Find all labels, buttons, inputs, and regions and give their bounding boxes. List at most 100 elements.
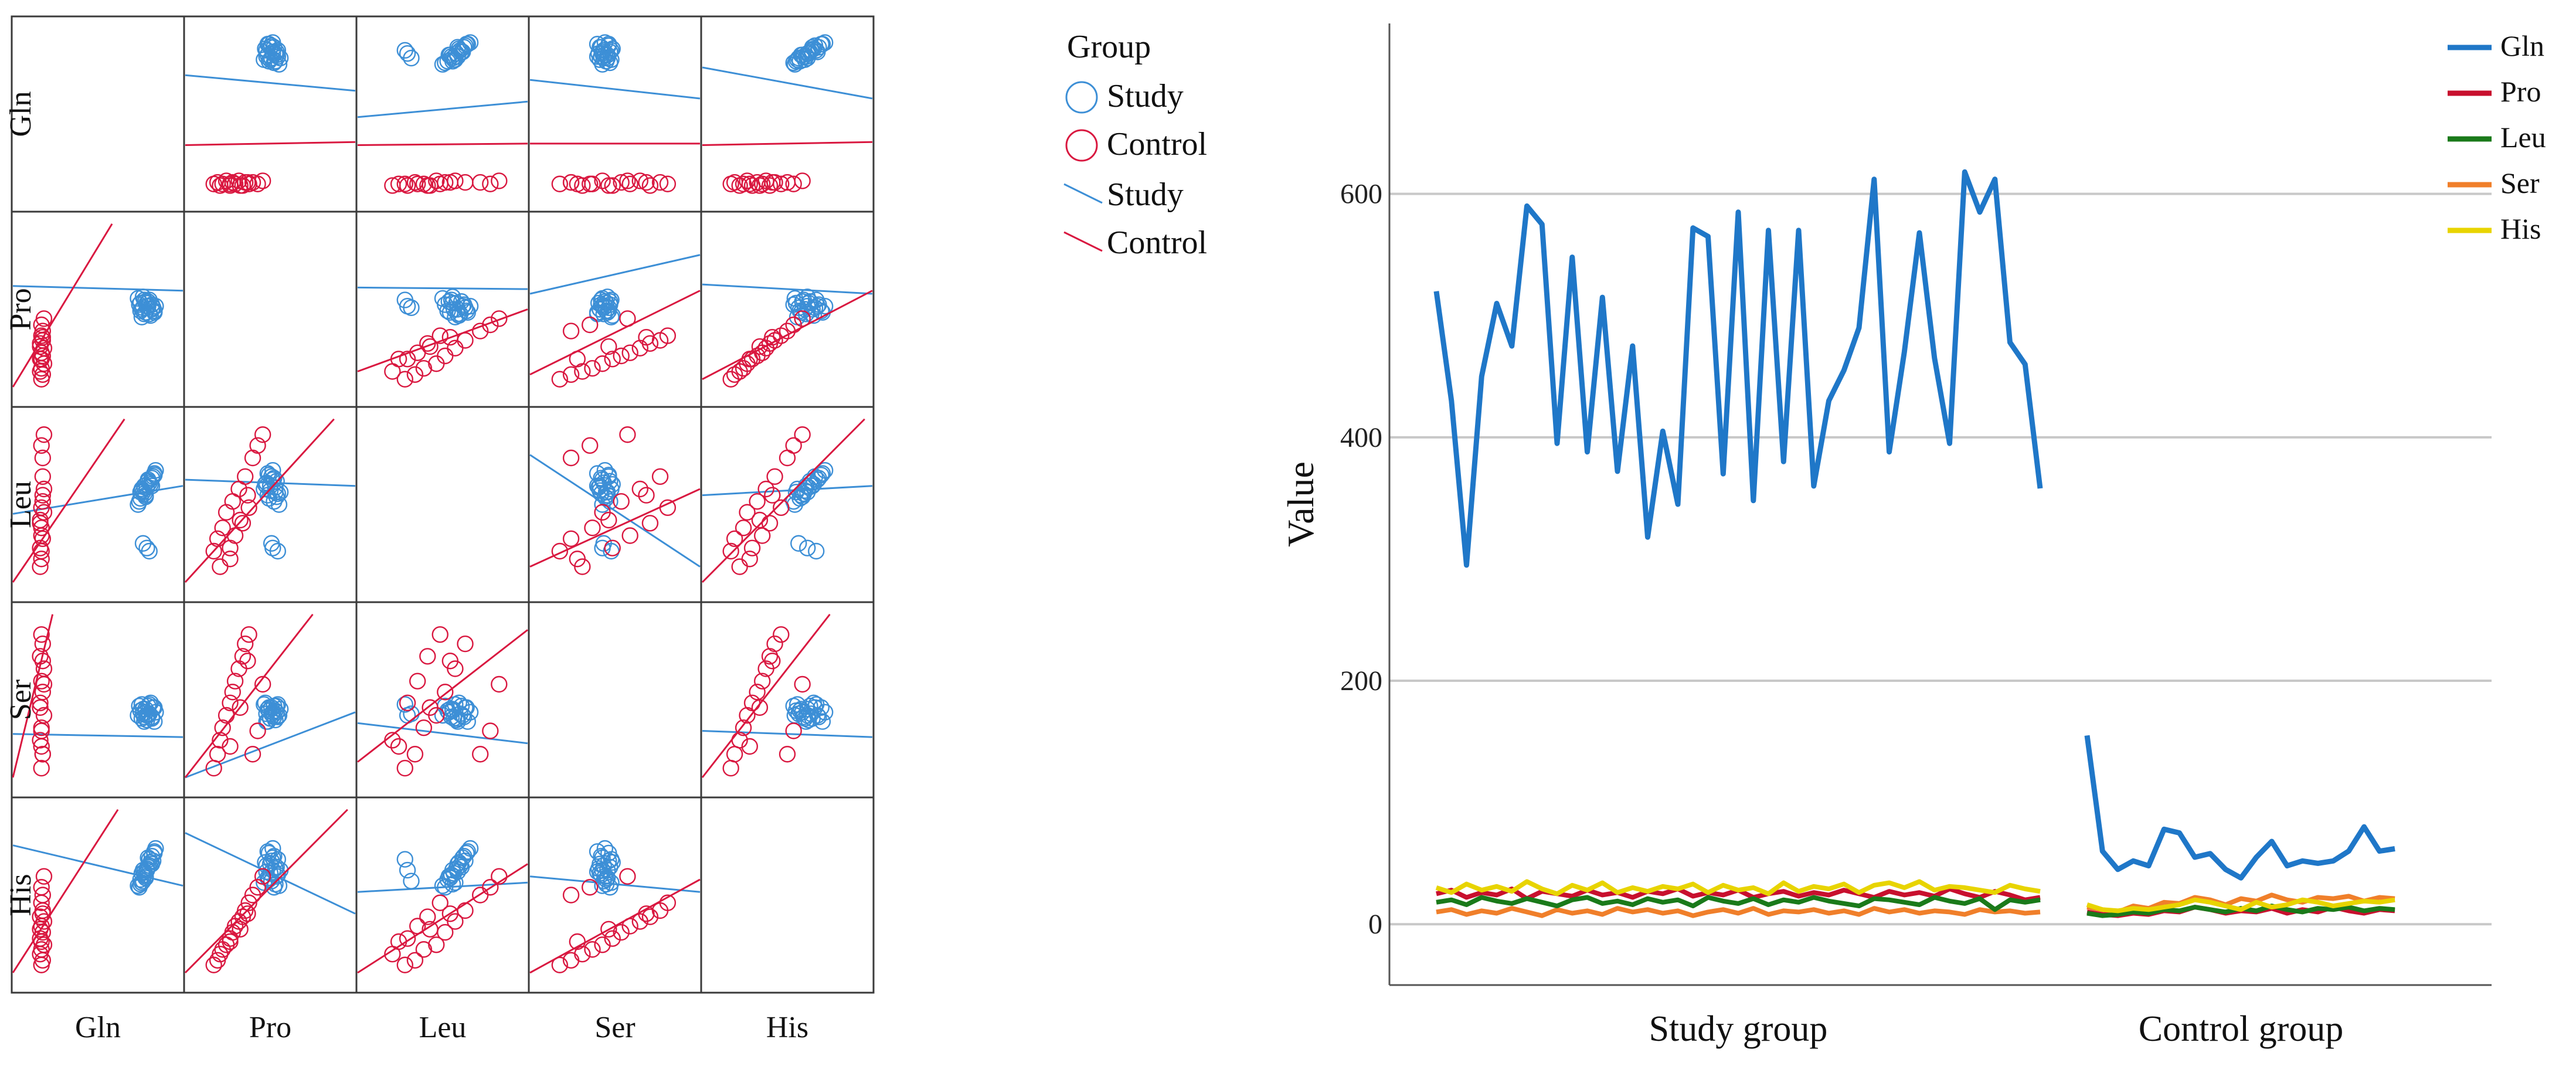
data-point-control <box>428 172 445 189</box>
line-chart: 0 200 400 600 Value Study group Control group <box>1280 23 2492 1049</box>
data-point-study <box>449 305 466 322</box>
fit-line-control <box>357 142 528 146</box>
data-point-control <box>232 699 249 716</box>
data-point-study <box>441 701 459 718</box>
data-point-study <box>603 291 620 308</box>
data-point-control <box>457 902 474 919</box>
fit-line-study <box>357 722 528 745</box>
data-point-control <box>482 175 499 192</box>
fit-line-study <box>529 875 701 893</box>
data-point-control <box>604 351 621 368</box>
data-point-control <box>753 175 771 192</box>
data-point-control <box>613 493 630 510</box>
data-point-study <box>594 298 611 315</box>
data-point-control <box>584 519 601 536</box>
category-label-control-group: Control group <box>2139 1009 2344 1049</box>
data-point-study <box>814 465 831 482</box>
data-point-control <box>406 746 424 763</box>
data-point-control <box>390 738 407 755</box>
data-point-control <box>218 504 235 521</box>
data-point-study <box>396 851 413 868</box>
data-point-study <box>808 42 825 59</box>
data-point-control <box>582 316 599 334</box>
legend-marker-label-study: Study <box>1107 78 1184 114</box>
data-point-control <box>659 894 677 911</box>
data-point-control <box>441 174 459 191</box>
data-point-control <box>35 913 53 930</box>
data-point-study <box>461 298 479 315</box>
data-point-control <box>584 941 601 958</box>
data-point-control <box>390 351 407 368</box>
data-point-study <box>264 45 281 62</box>
data-point-control <box>491 675 508 693</box>
data-point-study <box>597 484 615 501</box>
data-point-study <box>453 293 470 310</box>
series-line-his-control <box>2086 897 2395 914</box>
data-point-control <box>419 908 436 925</box>
fit-line-control <box>702 290 873 381</box>
matrix-cell-frame <box>700 796 875 994</box>
data-point-control <box>551 956 569 973</box>
data-point-study <box>813 466 830 484</box>
data-point-study <box>594 45 611 62</box>
data-point-control <box>731 558 748 575</box>
data-point-control <box>764 653 781 670</box>
matrix-cell-ser-pro <box>183 601 358 799</box>
matrix-cell-leu-ser <box>528 406 702 603</box>
data-point-control <box>761 177 779 194</box>
data-point-control <box>34 487 52 504</box>
data-point-study <box>597 294 615 312</box>
legend-label-pro: Pro <box>2500 75 2541 108</box>
data-point-study <box>135 863 153 880</box>
data-point-study <box>132 875 149 893</box>
data-point-control <box>551 542 569 560</box>
data-point-control <box>218 707 235 724</box>
series-line-leu-study <box>1436 895 2041 912</box>
data-point-control <box>34 468 52 485</box>
legend-line-label-study: Study <box>1107 176 1184 213</box>
legend-label-his: His <box>2500 212 2541 245</box>
data-point-study <box>444 875 461 893</box>
data-point-control <box>226 527 244 544</box>
data-point-control <box>651 174 669 191</box>
data-point-control <box>419 648 436 665</box>
matrix-cell-pro-gln <box>11 210 185 408</box>
data-point-study <box>456 848 473 865</box>
data-point-control <box>214 519 231 536</box>
data-point-control <box>33 551 50 568</box>
data-point-control <box>237 468 254 485</box>
fit-line-control <box>184 809 348 974</box>
matrix-cell-gln-ser <box>528 15 702 213</box>
data-point-study <box>146 466 163 484</box>
data-point-control <box>437 347 454 365</box>
fit-line-control <box>184 613 314 778</box>
matrix-legend: Group Study Control Study Control <box>1063 29 1207 261</box>
data-point-control <box>415 360 433 377</box>
data-point-control <box>751 511 769 529</box>
data-point-study <box>594 539 611 556</box>
data-point-control <box>32 694 49 712</box>
data-point-control <box>739 504 756 521</box>
data-point-control <box>406 366 424 383</box>
data-point-control <box>619 172 636 189</box>
matrix-cell-frame <box>528 601 702 799</box>
data-point-study <box>787 53 805 70</box>
data-point-control <box>491 868 508 885</box>
data-point-control <box>569 551 586 568</box>
data-point-control <box>482 879 499 896</box>
data-point-control <box>237 635 254 653</box>
data-point-control <box>735 175 752 192</box>
data-point-study <box>264 840 281 857</box>
data-point-control <box>722 542 739 560</box>
data-point-control <box>232 511 249 529</box>
data-point-control <box>441 905 459 922</box>
data-point-control <box>741 551 759 568</box>
data-point-control <box>794 675 811 693</box>
data-point-control <box>735 360 752 377</box>
data-point-control <box>33 673 50 690</box>
data-point-study <box>787 484 805 501</box>
data-point-control <box>240 626 257 643</box>
fit-line-study <box>702 283 873 295</box>
data-point-control <box>761 515 779 532</box>
